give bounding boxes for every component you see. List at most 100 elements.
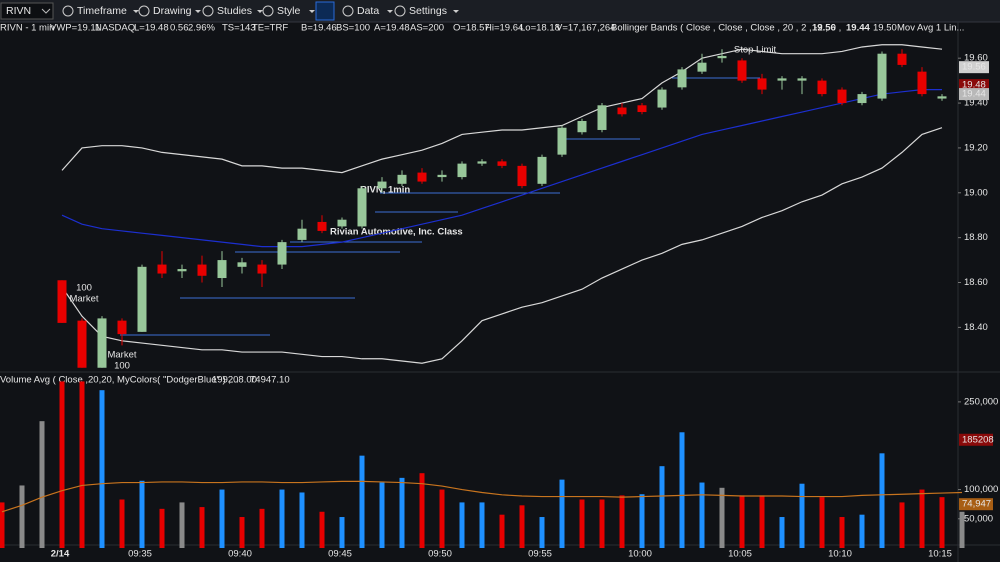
volume-bar: [539, 517, 545, 548]
quote-field: VWP=19.11: [50, 23, 100, 34]
volume-bar: [259, 508, 265, 548]
quote-field: Bollinger Bands ( Close , Close , Close …: [611, 23, 841, 34]
candle-body: [557, 127, 567, 155]
toolbar-item[interactable]: Data: [357, 5, 379, 17]
symbol-box[interactable]: [0, 2, 54, 20]
candle-body: [497, 161, 507, 166]
panel-value: 74947.10: [250, 375, 290, 386]
order-annotation: 100: [114, 361, 130, 372]
volume-bar: [339, 517, 345, 548]
candle-body: [337, 219, 347, 227]
toolbar: [0, 0, 1000, 22]
candle-body: [697, 62, 707, 72]
candle-body: [97, 318, 107, 368]
toolbar-items: Timeframe Drawing Studies Style Data Settings: [62, 5, 459, 17]
price-marker: [959, 61, 989, 74]
candle-body: [577, 121, 587, 133]
toolbar-item[interactable]: Studies: [217, 5, 252, 17]
x-tick-label: 10:00: [628, 549, 652, 560]
volume-bar: [659, 466, 665, 548]
order-annotation: 100: [76, 283, 92, 294]
candle-body: [477, 161, 487, 164]
quote-field: 19.50: [873, 23, 897, 34]
volume-marker: [959, 498, 993, 511]
volume-bar: [179, 502, 185, 548]
toolbar-item[interactable]: Settings: [409, 5, 447, 17]
volume-bar: [379, 482, 385, 548]
candle-body: [757, 78, 767, 90]
candle-body: [817, 80, 827, 95]
quote-field: 2.96%: [188, 23, 215, 34]
volume-bar: [59, 381, 65, 548]
volume-bar: [219, 489, 225, 548]
volume-bar: [859, 514, 865, 548]
quote-field: Lo=18.18: [520, 23, 560, 34]
volume-bar: [919, 489, 925, 548]
candle-body: [277, 242, 287, 265]
candle-body: [417, 172, 427, 182]
panel-value: 199208.00: [212, 375, 257, 386]
quote-field: RIVN - 1 min: [0, 23, 54, 34]
layout-button[interactable]: [315, 1, 335, 21]
toolbar-item[interactable]: Timeframe: [77, 5, 127, 17]
toolbar-icon: [262, 5, 274, 17]
dropdown-icon: [195, 10, 201, 13]
candle-body: [57, 280, 67, 323]
volume-bar: [139, 480, 145, 548]
price-marker-label: 19.56: [962, 62, 986, 73]
volume-bar: [299, 492, 305, 548]
y-tick-label: 19.00: [964, 187, 988, 198]
symbol[interactable]: RIVN: [6, 5, 31, 17]
toolbar-item[interactable]: Drawing: [153, 5, 192, 17]
candle-body: [117, 320, 127, 335]
candle-body: [157, 264, 167, 274]
volume-bar: [619, 495, 625, 548]
dropdown-icon: [387, 10, 393, 13]
x-tick-label: 09:40: [228, 549, 252, 560]
candle-body: [317, 221, 327, 231]
quote-field: AS=200: [410, 23, 444, 34]
candle-body: [857, 94, 867, 104]
volume-bar: [19, 485, 25, 548]
quote-field: BS=100: [336, 23, 370, 34]
toolbar-icon: [202, 5, 214, 17]
toolbar-icon: [62, 5, 74, 17]
candle-body: [237, 262, 247, 267]
candle-body: [197, 264, 207, 276]
volume-bar: [519, 505, 525, 548]
x-tick-label: 09:55: [528, 549, 552, 560]
x-tick-label: 09:45: [328, 549, 352, 560]
candle-body: [457, 163, 467, 178]
y-tick-label: 19.20: [964, 142, 988, 153]
candle-body: [897, 53, 907, 65]
quote-field: 19.56: [812, 23, 836, 34]
candle-body: [637, 105, 647, 113]
volume-bar: [399, 477, 405, 548]
candle-body: [617, 107, 627, 115]
volume-bar: [499, 514, 505, 548]
order-annotation: Market: [69, 294, 98, 305]
toolbar-icon: [394, 5, 406, 17]
volume-bar: [279, 489, 285, 548]
volume-bar: [779, 517, 785, 548]
volume-bar: [719, 487, 725, 548]
volume-bar: [699, 482, 705, 548]
quote-field: Hi=19.64: [485, 23, 523, 34]
toolbar-item[interactable]: Style: [277, 5, 301, 17]
candle-body: [377, 181, 387, 189]
candle-body: [737, 60, 747, 81]
candle-body: [677, 69, 687, 88]
quote-field: L=19.48: [134, 23, 169, 34]
price-marker-label: 19.48: [962, 80, 986, 91]
candle-body: [837, 89, 847, 104]
order-annotation: Market: [107, 350, 136, 361]
volume-bar: [239, 517, 245, 548]
candle-body: [517, 165, 527, 187]
y-tick-label: 18.80: [964, 232, 988, 243]
dropdown-icon: [133, 10, 139, 13]
volume-bar: [199, 507, 205, 548]
volume-bar: [739, 495, 745, 548]
volume-marker-label: 74,947: [962, 499, 991, 510]
volume-average: [1, 480, 963, 513]
candle-body: [937, 96, 947, 99]
